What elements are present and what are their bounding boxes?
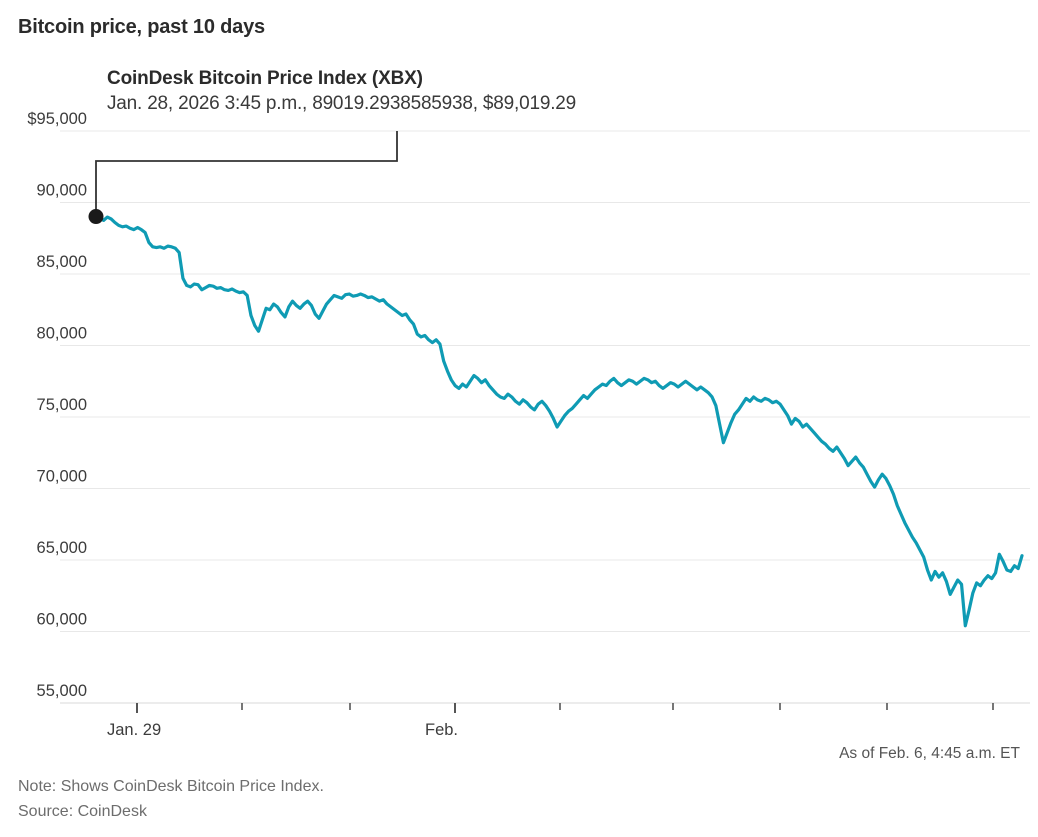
y-axis-labels-group: $95,000 90,000 85,000 80,000 75,000 70,000 65,…	[27, 110, 87, 700]
footnotes: Note: Shows CoinDesk Bitcoin Price Index…	[18, 775, 324, 825]
x-axis-ticks-group	[136, 703, 994, 713]
as-of-timestamp: As of Feb. 6, 4:45 a.m. ET	[839, 745, 1020, 762]
y-axis-tick-label: 90,000	[37, 182, 87, 200]
annotation-leader-line	[95, 131, 398, 217]
page-title: Bitcoin price, past 10 days	[18, 16, 265, 38]
y-axis-tick-label: 80,000	[37, 325, 87, 343]
y-axis-tick-label: 55,000	[37, 682, 87, 700]
annotation-series-label: CoinDesk Bitcoin Price Index (XBX)	[107, 68, 423, 89]
y-axis-tick-label: 60,000	[37, 611, 87, 629]
annotation-marker-dot	[88, 209, 104, 225]
y-axis-tick-label: 70,000	[37, 468, 87, 486]
annotation-detail: Jan. 28, 2026 3:45 p.m., 89019.293858593…	[107, 93, 577, 115]
y-axis-tick-label: 85,000	[37, 253, 87, 271]
annotation-callout: CoinDesk Bitcoin Price Index (XBX) Jan. …	[107, 66, 576, 116]
gridlines-group	[60, 130, 1030, 704]
y-axis-tick-label: $95,000	[27, 110, 87, 128]
x-axis-labels-group: Jan. 29 Feb.	[107, 721, 458, 739]
x-axis-tick-label: Feb.	[425, 721, 458, 739]
y-axis-tick-label: 75,000	[37, 396, 87, 414]
y-axis-tick-label: 65,000	[37, 539, 87, 557]
x-axis-tick-label: Jan. 29	[107, 721, 161, 739]
source-text: Source: CoinDesk	[18, 802, 147, 820]
price-line-series	[94, 214, 1024, 628]
note-text: Note: Shows CoinDesk Bitcoin Price Index…	[18, 778, 324, 795]
